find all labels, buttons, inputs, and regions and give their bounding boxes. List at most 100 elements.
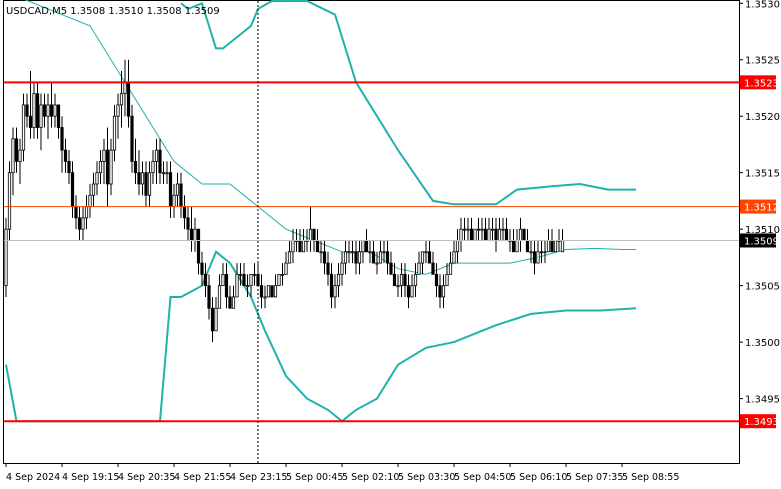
candle (438, 274, 442, 309)
candle (98, 150, 103, 184)
candle-body (469, 228, 474, 241)
candle-body (224, 273, 229, 298)
candle-body (532, 251, 537, 264)
candle-body (221, 273, 225, 287)
candle (347, 240, 351, 264)
candle (63, 138, 68, 173)
y-tick-label: 1.3520 (745, 112, 780, 123)
candle-body (431, 262, 435, 275)
candle (501, 217, 505, 241)
candle-body (497, 228, 502, 241)
candle-body (74, 206, 78, 219)
y-axis: 1.3530 1.3525 1.3520 1.3515 1.3510 1.3505 1.35… (739, 0, 780, 406)
y-tick-label: 1.3510 (745, 225, 780, 236)
candle-body (263, 296, 267, 299)
candle (266, 285, 271, 298)
candle (137, 150, 141, 196)
plot-frame (3, 0, 740, 464)
candle (35, 82, 40, 139)
candle-body (399, 273, 404, 287)
levels-layer: 1.3523 1.3512 1.3493 1.3509 (4, 75, 779, 429)
candle (95, 161, 99, 196)
candle-body (333, 285, 337, 298)
candle-body (28, 115, 33, 128)
candle (91, 172, 96, 207)
candle-body (102, 149, 106, 162)
candle-body (4, 228, 8, 287)
candle (53, 93, 57, 128)
candle (214, 296, 218, 332)
candle (452, 240, 456, 264)
candle-body (322, 251, 327, 264)
candle-body (217, 285, 222, 309)
candle-body (375, 262, 379, 265)
candle-body (357, 251, 362, 264)
candle-body (343, 251, 348, 264)
candle-body (350, 251, 355, 254)
candle (144, 161, 148, 207)
candle (277, 273, 281, 287)
candle (231, 285, 236, 309)
x-tick-label: 5 Sep 04:50 (454, 472, 511, 483)
candle-body (382, 251, 386, 254)
candle (431, 251, 435, 275)
candle-body (455, 240, 460, 253)
y-tick-label: 1.3495 (745, 395, 780, 406)
candle-body (406, 285, 411, 298)
candle (424, 240, 428, 264)
candle (203, 263, 208, 297)
candle-body (172, 194, 176, 207)
candle (357, 240, 362, 275)
candle-body (273, 285, 278, 298)
candle (224, 263, 229, 309)
candle (154, 138, 159, 184)
candle (287, 240, 292, 264)
candle-body (130, 115, 134, 162)
candle-body (494, 228, 498, 241)
candle-body (56, 104, 61, 128)
candle (32, 82, 36, 139)
candle-body (284, 262, 288, 275)
level-price-tag (740, 75, 776, 90)
candle (340, 251, 344, 286)
candle-body (207, 285, 211, 309)
candle-body (487, 228, 491, 241)
candle-body (70, 172, 75, 207)
candle-body (361, 240, 365, 253)
candle-body (126, 81, 131, 117)
candle-body (308, 228, 313, 241)
candle-body (364, 240, 369, 253)
x-tick-label: 5 Sep 06:10 (510, 472, 567, 483)
candle (403, 263, 407, 297)
candle (476, 217, 481, 241)
candle-body (256, 273, 260, 287)
candle-body (228, 296, 232, 309)
candle-body (67, 161, 71, 174)
candle (350, 240, 355, 264)
candle-body (403, 273, 407, 287)
candle-body (42, 104, 47, 117)
candle (399, 263, 404, 297)
candle-body (165, 172, 169, 175)
candle-body (186, 217, 190, 230)
candle-body (193, 228, 197, 241)
level-price-label: 1.3523 (744, 78, 779, 89)
candle-body (424, 251, 428, 254)
candle (385, 240, 390, 275)
candle (354, 240, 358, 275)
candle (392, 263, 397, 287)
candle-body (249, 273, 253, 287)
candle-body (147, 172, 152, 196)
candle (119, 71, 124, 128)
candle (81, 206, 85, 241)
candle-body (452, 251, 456, 264)
candle-body (14, 138, 19, 162)
candle (161, 161, 166, 184)
candle (529, 240, 533, 264)
x-tick-label: 4 Sep 21:55 (174, 472, 231, 483)
candle (466, 217, 470, 241)
candle-body (88, 194, 92, 207)
bollinger-upper (180, 0, 636, 206)
